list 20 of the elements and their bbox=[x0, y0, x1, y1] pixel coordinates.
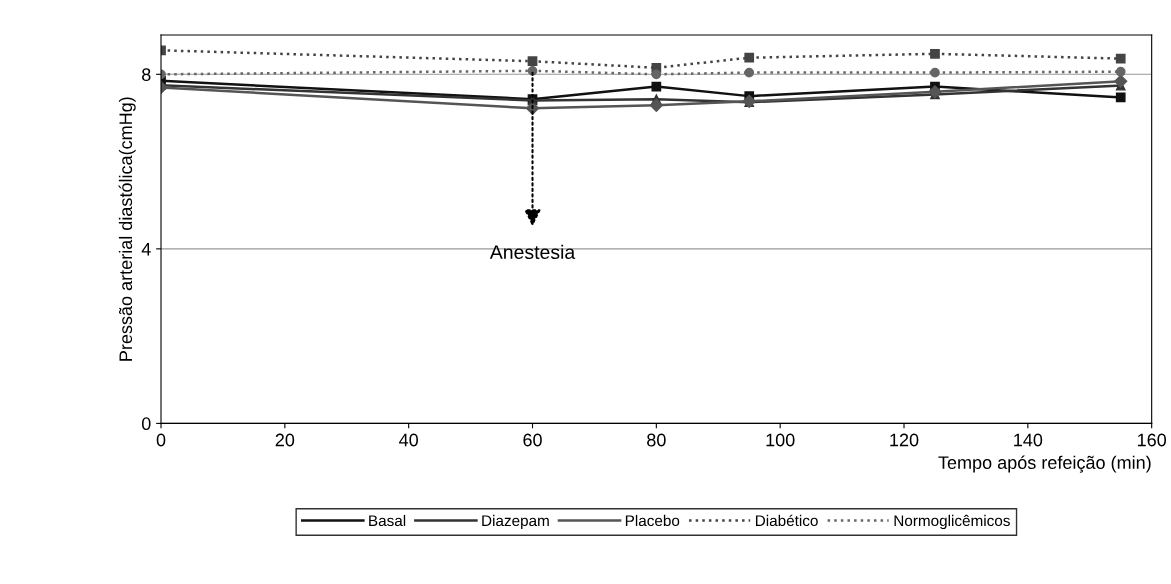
y-axis-title: Pressão arterial diastólica(cmHg) bbox=[118, 97, 136, 361]
legend-label: Diabético bbox=[755, 514, 818, 527]
x-tick-label: 120 bbox=[890, 433, 919, 447]
x-tick-label: 100 bbox=[766, 433, 795, 447]
x-tick-label: 60 bbox=[523, 433, 542, 447]
x-tick-label: 0 bbox=[156, 433, 166, 447]
x-tick-label: 20 bbox=[275, 433, 295, 447]
legend-label: Placebo bbox=[625, 514, 680, 527]
annotation: Anestesia bbox=[489, 244, 576, 260]
y-tick-label: 4 bbox=[141, 242, 151, 256]
x-axis-title: Tempo após refeição (min) bbox=[938, 455, 1151, 473]
y-tick-label: 0 bbox=[141, 417, 151, 431]
legend-label: Diazepam bbox=[482, 514, 549, 530]
legend-label: Basal bbox=[369, 514, 406, 527]
y-tick-label: 8 bbox=[142, 68, 151, 82]
x-tick-label: 140 bbox=[1014, 433, 1043, 447]
x-tick-label: 160 bbox=[1137, 433, 1167, 447]
x-tick-label: 40 bbox=[399, 433, 419, 447]
x-tick-label: 80 bbox=[647, 433, 666, 447]
legend-label: Normoglicêmicos bbox=[894, 514, 1010, 530]
